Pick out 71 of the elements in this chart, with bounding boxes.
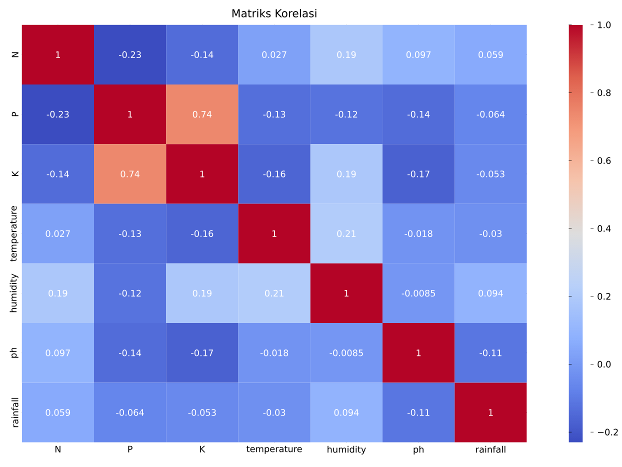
data-label: -0.0085 — [330, 349, 363, 356]
data-label: -0.13 — [263, 110, 286, 118]
data-label: 0.094 — [478, 290, 503, 297]
color-bar-label: 0.2 — [598, 292, 610, 300]
y-tick-label: K — [12, 170, 18, 176]
color-bar-label: 0.8 — [598, 89, 611, 96]
data-label: -0.17 — [191, 349, 213, 356]
data-label: 1 — [416, 350, 421, 356]
y-tick-label: rainfall — [11, 398, 18, 428]
color-bar-label: 0.6 — [598, 157, 611, 164]
x-tick-label: rainfall — [476, 446, 506, 453]
data-label: 0.19 — [48, 290, 68, 297]
data-label: 1 — [488, 409, 493, 416]
x-tick-label: P — [128, 446, 132, 452]
data-label: -0.14 — [46, 170, 69, 178]
data-label: -0.14 — [118, 349, 142, 356]
data-label: -0.03 — [480, 230, 502, 237]
color-bar-label: 0.4 — [598, 225, 611, 232]
data-label: -0.064 — [476, 110, 505, 118]
data-label: -0.0085 — [402, 290, 436, 297]
data-label: 1 — [344, 290, 348, 296]
data-label: 0.027 — [46, 230, 70, 237]
data-label: -0.14 — [408, 110, 430, 118]
data-label: -0.03 — [263, 409, 286, 416]
data-label: -0.23 — [118, 51, 141, 58]
data-label: -0.17 — [408, 170, 430, 178]
y-tick-label: P — [12, 112, 18, 116]
data-label: 0.097 — [406, 51, 431, 58]
color-bar-label: 1.0 — [598, 21, 611, 28]
data-label: 0.027 — [262, 51, 286, 58]
data-label: -0.064 — [116, 409, 144, 416]
x-tick-label: N — [55, 446, 60, 452]
data-label: -0.16 — [263, 170, 286, 178]
data-label: 0.74 — [192, 110, 212, 118]
data-label: 0.059 — [478, 51, 503, 58]
data-label: -0.018 — [260, 349, 288, 356]
data-label: -0.16 — [191, 230, 214, 237]
data-label: -0.018 — [404, 230, 432, 237]
data-label: 0.097 — [46, 349, 70, 356]
data-label: 0.059 — [46, 409, 70, 416]
data-label: 1 — [200, 170, 204, 178]
data-label: -0.11 — [480, 349, 502, 356]
data-label: 0.19 — [192, 290, 212, 297]
data-label: 0.19 — [337, 51, 356, 58]
y-tick-label: N — [12, 52, 18, 58]
data-label: -0.13 — [118, 230, 141, 237]
data-label: 1 — [128, 110, 132, 118]
data-label: -0.053 — [476, 170, 504, 178]
x-tick-label: humidity — [328, 446, 366, 454]
color-bar-label: 0.0 — [598, 360, 611, 368]
x-tick-label: ph — [414, 446, 424, 454]
data-label: -0.23 — [46, 110, 69, 118]
data-label: -0.14 — [191, 51, 214, 58]
y-tick-label: humidity — [10, 274, 18, 312]
color-bar-label: −0.2 — [598, 428, 618, 436]
data-label: -0.053 — [188, 409, 216, 416]
data-label: -0.11 — [408, 409, 430, 416]
data-label: 1 — [56, 51, 60, 58]
data-label: -0.12 — [335, 110, 358, 118]
data-label: 0.19 — [337, 170, 356, 178]
data-label: 0.74 — [120, 170, 140, 178]
data-label: 0.21 — [337, 230, 356, 237]
data-label: 1 — [272, 230, 276, 237]
x-tick-label: K — [200, 446, 206, 452]
x-tick-label: temperature — [246, 446, 302, 454]
data-label: 0.094 — [334, 409, 359, 416]
chart-title: Matriks Korelasi — [232, 8, 316, 18]
data-label: 0.21 — [265, 290, 284, 297]
y-tick-label: ph — [10, 348, 18, 358]
data-label: -0.12 — [118, 290, 141, 297]
y-tick-label: temperature — [10, 206, 18, 262]
